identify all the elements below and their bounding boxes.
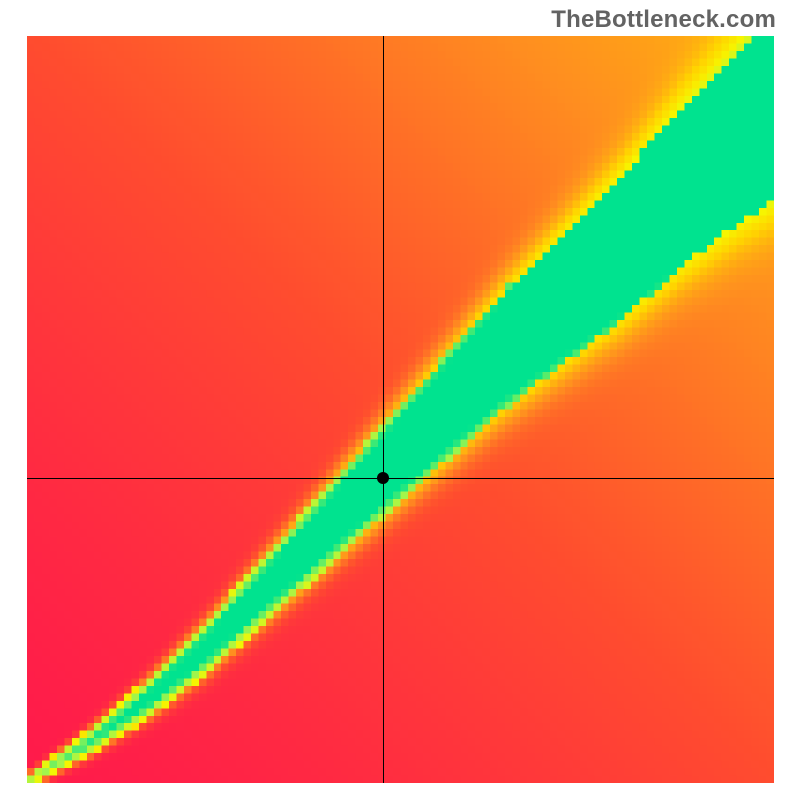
crosshair-vertical bbox=[383, 36, 384, 783]
bottleneck-heatmap bbox=[27, 36, 774, 783]
crosshair-horizontal bbox=[27, 478, 774, 479]
watermark-text: TheBottleneck.com bbox=[551, 6, 776, 34]
